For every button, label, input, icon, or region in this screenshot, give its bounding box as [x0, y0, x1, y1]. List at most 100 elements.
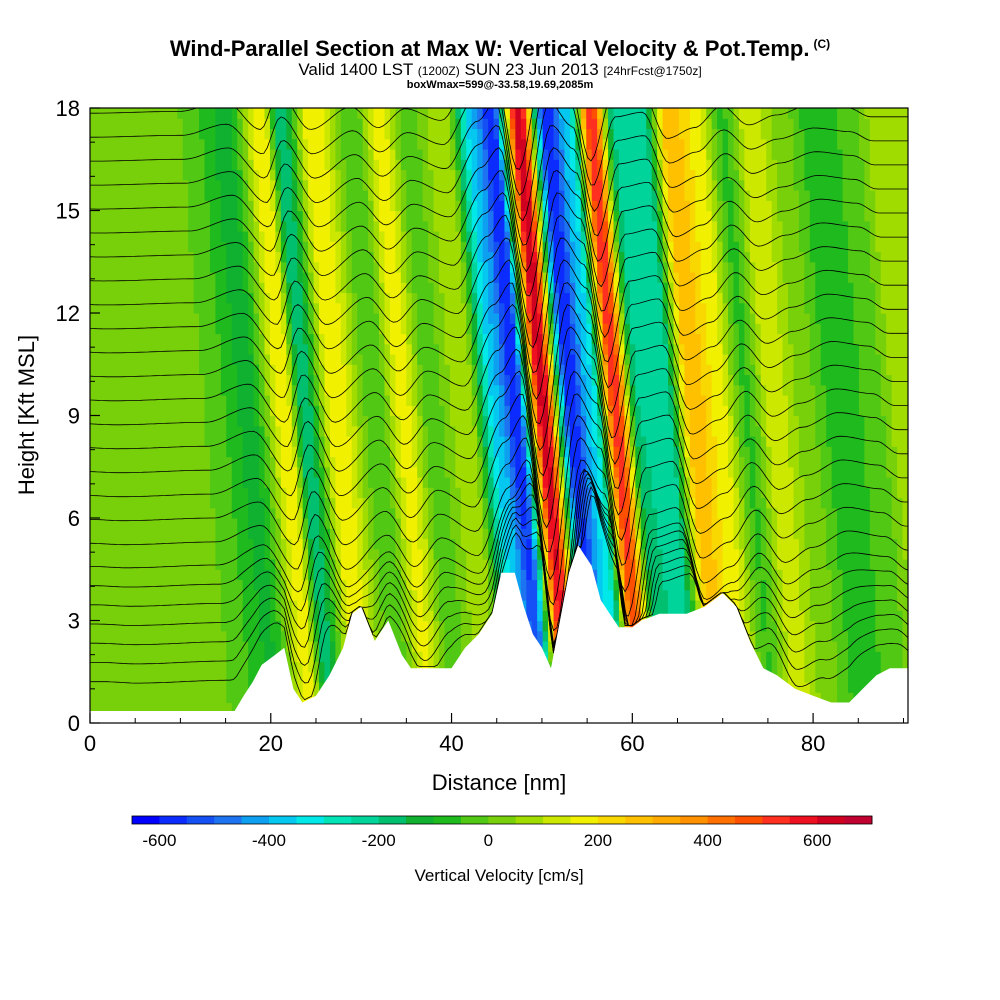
velocity-cell [379, 446, 386, 458]
velocity-cell [428, 384, 435, 396]
velocity-cell [379, 620, 386, 632]
velocity-cell [542, 518, 549, 529]
velocity-cell [406, 507, 413, 519]
velocity-cell [357, 415, 364, 427]
velocity-cell [455, 436, 462, 447]
velocity-cell [640, 456, 647, 468]
velocity-cell [804, 630, 811, 642]
velocity-cell [182, 600, 189, 611]
velocity-cell [297, 518, 304, 529]
velocity-cell [215, 446, 222, 458]
velocity-cell [788, 528, 795, 540]
velocity-cell [629, 405, 636, 417]
velocity-cell [346, 477, 353, 488]
velocity-cell [580, 395, 587, 406]
velocity-cell [275, 548, 282, 560]
velocity-cell [433, 651, 440, 663]
velocity-cell [820, 610, 827, 622]
velocity-cell [242, 477, 249, 488]
velocity-cell [269, 579, 277, 591]
velocity-cell [340, 600, 347, 611]
velocity-cell [220, 692, 227, 704]
velocity-cell [275, 507, 282, 519]
velocity-cell [597, 538, 604, 550]
velocity-cell [858, 559, 865, 570]
velocity-cell [509, 477, 516, 488]
velocity-cell [144, 610, 151, 622]
velocity-cell [199, 559, 206, 570]
velocity-cell [422, 538, 429, 550]
velocity-cell [379, 507, 386, 519]
velocity-cell [858, 661, 865, 673]
velocity-cell [864, 405, 871, 417]
velocity-cell [564, 487, 571, 499]
velocity-cell [199, 589, 206, 601]
velocity-cell [488, 538, 495, 550]
velocity-cell [286, 497, 293, 509]
velocity-cell [275, 589, 282, 601]
velocity-cell [264, 589, 271, 601]
velocity-cell [368, 600, 375, 611]
velocity-cell [755, 436, 762, 447]
velocity-cell [351, 528, 358, 540]
velocity-cell [520, 446, 527, 458]
velocity-cell [253, 641, 260, 652]
velocity-cell [646, 415, 653, 427]
velocity-cell [335, 466, 342, 478]
velocity-cell [411, 487, 418, 499]
velocity-cell [269, 466, 277, 478]
velocity-cell [793, 620, 800, 632]
velocity-cell [608, 548, 615, 560]
velocity-cell [668, 507, 675, 519]
velocity-cell [788, 651, 795, 663]
velocity-cell [848, 528, 855, 540]
velocity-cell [722, 518, 729, 529]
velocity-cell [651, 456, 658, 468]
velocity-cell [542, 538, 549, 550]
velocity-cell [782, 507, 789, 519]
velocity-cell [635, 425, 642, 437]
velocity-cell [564, 436, 571, 447]
velocity-cell [466, 620, 473, 632]
velocity-cell [820, 661, 827, 673]
velocity-cell [215, 466, 222, 478]
velocity-cell [711, 559, 718, 570]
velocity-cell [728, 507, 735, 519]
velocity-cell [433, 497, 440, 509]
velocity-cell [488, 528, 495, 540]
velocity-cell [128, 374, 135, 386]
velocity-cell [542, 507, 549, 519]
velocity-cell [837, 692, 844, 704]
velocity-cell [569, 477, 576, 488]
velocity-cell [215, 569, 222, 581]
velocity-cell [678, 569, 686, 581]
velocity-cell [199, 661, 206, 673]
velocity-cell [788, 415, 795, 427]
velocity-cell [177, 548, 184, 560]
velocity-cell [160, 466, 167, 478]
velocity-cell [204, 497, 211, 509]
velocity-cell [264, 436, 271, 447]
velocity-cell [400, 641, 407, 652]
velocity-cell [728, 446, 735, 458]
velocity-cell [395, 487, 402, 499]
velocity-cell [722, 497, 729, 509]
velocity-cell [820, 425, 827, 437]
velocity-cell [831, 610, 838, 622]
velocity-cell [439, 651, 446, 663]
velocity-cell [886, 569, 893, 581]
velocity-cell [406, 528, 413, 540]
velocity-cell [471, 630, 478, 642]
velocity-cell [166, 405, 173, 417]
velocity-cell [880, 477, 887, 488]
velocity-cell [439, 610, 446, 622]
velocity-cell [586, 477, 593, 488]
velocity-cell [248, 405, 255, 417]
velocity-cell [302, 384, 309, 396]
velocity-cell [319, 569, 326, 581]
velocity-cell [406, 466, 413, 478]
velocity-cell [466, 630, 473, 642]
velocity-cell [466, 415, 473, 427]
velocity-cell [264, 569, 271, 581]
velocity-cell [853, 425, 860, 437]
